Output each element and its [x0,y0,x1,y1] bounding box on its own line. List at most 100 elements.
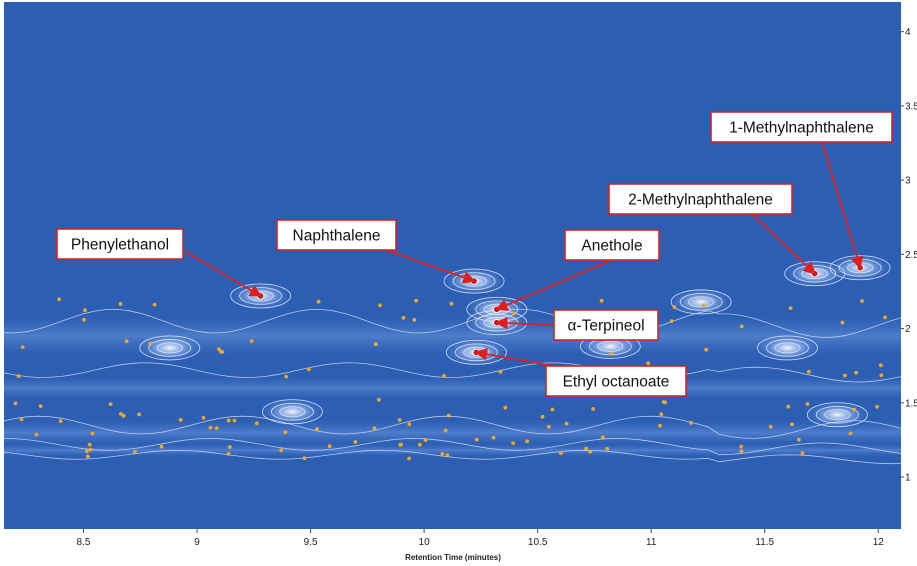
contour-ring [597,340,624,352]
data-point [254,421,259,426]
x-tick-label: 11.5 [755,537,774,548]
data-point [284,374,289,379]
data-point [672,305,677,309]
data-point [124,339,129,344]
callout-arrow [385,249,476,284]
data-point [474,437,479,442]
data-point [605,446,610,451]
data-point [550,407,555,412]
data-point [525,439,530,444]
data-point [373,342,378,347]
data-point [306,367,311,372]
x-tick-label: 10 [419,537,431,548]
callout-label: α-Terpineol [567,318,644,335]
contour-ring [230,283,292,309]
contour-ring [270,402,314,421]
data-point [16,374,21,378]
data-point [442,374,446,378]
contour-ring [148,339,192,357]
data-point [418,442,422,447]
data-point [302,456,307,461]
data-point [407,456,411,461]
callout-label: 2-Methylnaphthalene [628,192,773,209]
data-point [83,308,87,313]
data-point [848,431,853,436]
peak-glow [757,334,818,361]
data-point [316,299,321,304]
data-point [739,324,744,329]
y-tick-label: 1 [905,473,911,484]
data-point [600,435,605,440]
data-point [201,416,206,420]
data-point [446,413,451,418]
data-point [85,454,90,459]
contour-ring [815,405,859,424]
peak-glow [262,398,323,425]
data-point [658,423,662,428]
data-point [20,345,25,349]
data-point [57,297,61,302]
contour-ring [445,339,507,365]
data-point [503,405,508,410]
data-point [840,320,845,325]
data-point [283,430,288,435]
contour-line [3,362,902,383]
data-point [843,373,847,378]
data-point [376,397,381,402]
data-point [137,412,142,417]
data-point [407,422,412,426]
data-point [208,425,213,430]
x-tick-label: 11 [646,537,657,548]
data-point [398,442,403,447]
detected-points [13,297,887,461]
callout-arrow [751,213,817,275]
data-point [378,303,382,308]
contour-ring [766,339,809,357]
data-point [449,301,454,306]
y-tick-label: 2 [905,324,911,335]
data-point [768,424,773,429]
data-point [121,413,126,418]
data-point [226,418,231,423]
data-point [220,350,225,354]
data-point [788,306,793,310]
callout-label: Ethyl octanoate [563,374,670,391]
data-point [498,369,503,374]
data-point [397,418,402,422]
contour-bands [4,316,901,457]
contour-ring [279,406,306,418]
data-point [249,339,254,343]
y-tick-label: 4 [905,27,911,38]
data-point [739,449,744,454]
x-tick-label: 8.5 [77,537,91,548]
data-point [315,427,319,431]
contour-ring [679,293,723,311]
contour-ring [454,343,498,362]
contour-ring [261,399,323,425]
callout-box [608,183,793,215]
data-point [797,437,801,442]
band [4,420,901,445]
peak-glow [139,334,200,361]
data-point [38,404,43,408]
data-point [423,438,428,442]
data-point [609,351,614,356]
data-point [511,311,516,316]
x-axis-label: Retention Time (minutes) [405,553,501,562]
data-point [228,445,232,449]
data-point [279,448,284,453]
data-point [800,451,805,456]
callout-box [545,365,687,397]
data-point [584,446,588,451]
data-point [443,428,448,433]
data-point [878,363,883,368]
data-point [701,303,706,308]
data-point [879,373,884,378]
data-point [232,418,237,423]
data-point [159,444,164,449]
contour-ring [806,402,868,428]
data-point [663,400,667,405]
data-point [807,369,811,374]
y-tick-label: 1.5 [905,398,917,409]
